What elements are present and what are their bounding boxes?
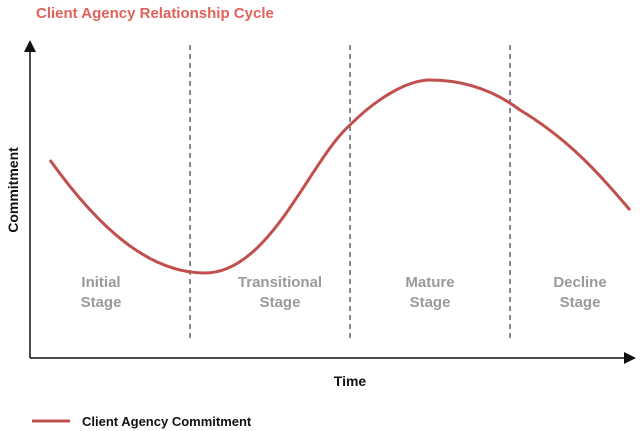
x-axis-label: Time (334, 373, 367, 389)
commitment-curve (48, 78, 632, 275)
stage-label: Stage (560, 294, 601, 311)
stage-label: Stage (410, 294, 451, 311)
stage-label: Initial (81, 274, 120, 291)
y-axis-label: Commitment (5, 147, 21, 233)
stage-label: Transitional (238, 274, 322, 291)
stage-label: Stage (81, 294, 122, 311)
stage-dividers (189, 45, 511, 340)
stage-label: Stage (260, 294, 301, 311)
stage-label: Mature (405, 274, 454, 291)
title: Client Agency Relationship Cycle (36, 5, 274, 22)
stage-label: Decline (553, 274, 606, 291)
legend-label: Client Agency Commitment (82, 414, 252, 429)
